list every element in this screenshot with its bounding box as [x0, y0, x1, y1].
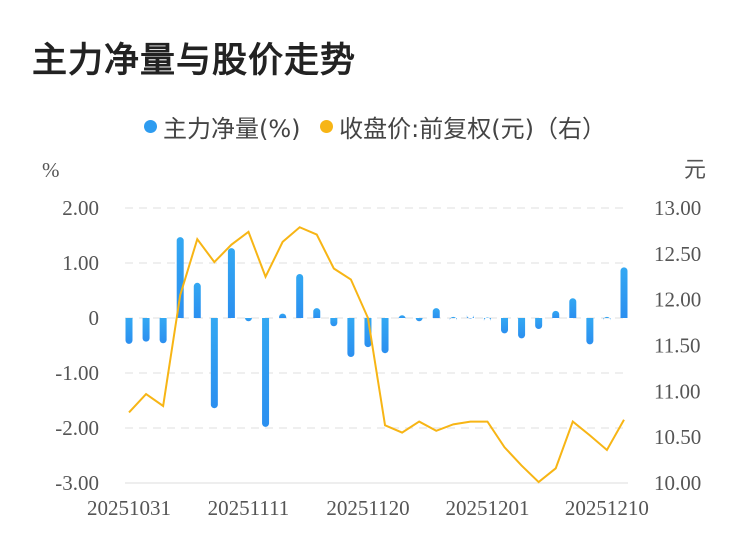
bar[interactable] — [313, 308, 321, 318]
chart-title: 主力净量与股价走势 — [32, 41, 357, 81]
right-tick-label: 11.00 — [654, 379, 700, 403]
bar[interactable] — [518, 318, 526, 339]
x-tick-label: 20251210 — [565, 496, 649, 520]
bar[interactable] — [552, 310, 560, 318]
legend-dot-icon — [320, 120, 334, 133]
bar[interactable] — [501, 318, 509, 334]
bar[interactable] — [535, 318, 543, 330]
bar[interactable] — [449, 316, 457, 321]
legend-item-price[interactable]: 收盘价:前复权(元)（右） — [320, 109, 606, 144]
bar[interactable] — [210, 318, 218, 409]
bar[interactable] — [176, 237, 184, 318]
right-tick-label: 10.00 — [654, 471, 701, 495]
left-tick-label: -1.00 — [55, 361, 99, 385]
bar[interactable] — [398, 315, 406, 319]
x-tick-label: 20251120 — [326, 496, 409, 520]
bar[interactable] — [279, 313, 287, 318]
right-unit-label: 元 — [684, 158, 706, 183]
left-unit-label: % — [42, 158, 60, 182]
bar[interactable] — [347, 318, 355, 358]
price-line[interactable] — [128, 226, 625, 484]
right-tick-label: 12.00 — [654, 288, 701, 312]
right-tick-label: 11.50 — [654, 334, 700, 358]
bar[interactable] — [262, 318, 270, 427]
bar[interactable] — [415, 317, 423, 322]
left-tick-label: 0 — [89, 306, 100, 330]
left-tick-label: -3.00 — [55, 471, 99, 495]
legend-item-net-flow[interactable]: 主力净量(%) — [144, 109, 301, 144]
bar[interactable] — [569, 298, 577, 318]
bar[interactable] — [620, 267, 628, 318]
bar[interactable] — [432, 308, 440, 318]
bar[interactable] — [244, 317, 252, 322]
bar[interactable] — [296, 274, 304, 318]
bar[interactable] — [227, 248, 235, 318]
left-tick-label: -2.00 — [55, 416, 99, 440]
right-tick-label: 10.50 — [654, 425, 701, 449]
bar[interactable] — [330, 318, 338, 327]
right-tick-label: 13.00 — [654, 196, 701, 220]
x-tick-label: 20251201 — [445, 496, 529, 520]
x-tick-label: 20251111 — [208, 496, 290, 520]
bar[interactable] — [193, 282, 201, 318]
legend-dot-icon — [144, 120, 157, 133]
x-tick-label: 20251031 — [87, 496, 171, 520]
bar[interactable] — [125, 318, 133, 344]
left-tick-label: 1.00 — [62, 251, 99, 275]
right-tick-label: 12.50 — [654, 242, 701, 266]
legend: 主力净量(%) 收盘价:前复权(元)（右） — [0, 109, 750, 144]
bar[interactable] — [381, 318, 389, 354]
bar[interactable] — [586, 318, 594, 345]
bar[interactable] — [159, 318, 167, 344]
bar[interactable] — [142, 318, 150, 342]
left-tick-label: 2.00 — [62, 196, 99, 220]
bar[interactable] — [603, 316, 611, 321]
